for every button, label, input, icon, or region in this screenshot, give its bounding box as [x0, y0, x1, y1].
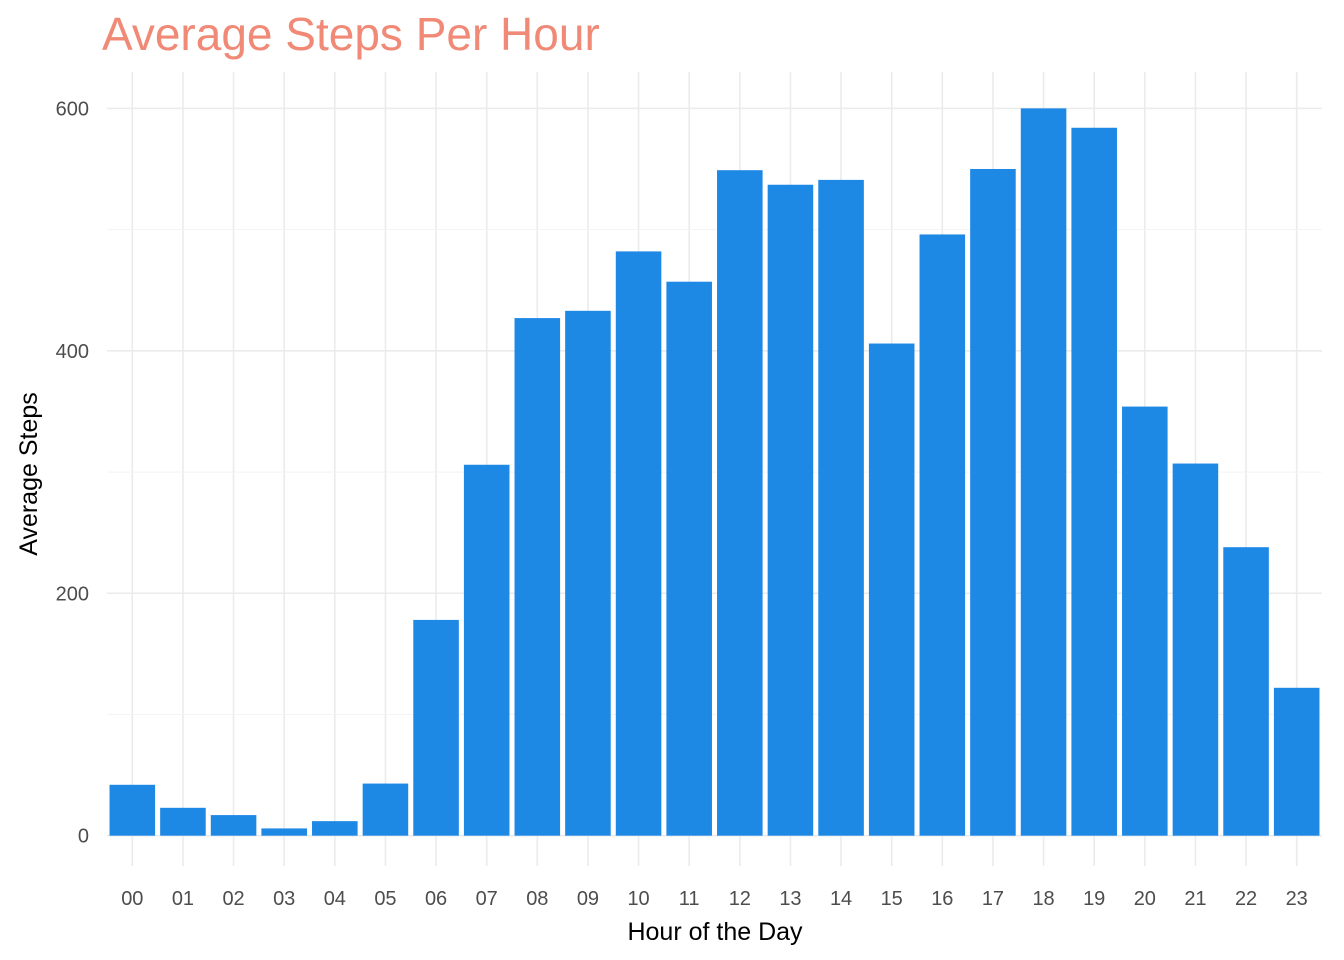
- x-tick-label: 19: [1083, 888, 1105, 910]
- bar-16: [919, 234, 966, 836]
- bars: [109, 108, 1320, 836]
- x-tick-label: 12: [729, 888, 751, 910]
- bar-23: [1273, 687, 1320, 836]
- x-axis-ticks: 00 01 02 03 04 05 06 07 08 09 10 11 12 13 14 15 16 17 18 19…: [121, 888, 1308, 910]
- x-tick-label: 09: [577, 888, 599, 910]
- x-tick-label: 20: [1134, 888, 1156, 910]
- bar-11: [666, 281, 712, 836]
- chart-title: Average Steps Per Hour: [102, 8, 600, 60]
- bar-17: [970, 168, 1016, 836]
- bar-20: [1122, 406, 1168, 836]
- y-axis-title: Average Steps: [15, 392, 43, 556]
- x-tick-label: 02: [222, 888, 244, 910]
- y-tick-label: 0: [78, 826, 89, 848]
- bar-07: [463, 464, 510, 836]
- x-tick-label: 21: [1184, 888, 1206, 910]
- y-tick-label: 400: [56, 341, 89, 363]
- x-tick-label: 06: [425, 888, 447, 910]
- bar-10: [615, 251, 662, 836]
- bar-22: [1223, 547, 1269, 836]
- x-tick-label: 03: [273, 888, 295, 910]
- x-tick-label: 11: [679, 888, 700, 910]
- x-tick-label: 07: [476, 888, 498, 910]
- x-axis-title: Hour of the Day: [627, 918, 803, 946]
- bar-14: [818, 179, 864, 836]
- bar-03: [261, 828, 307, 836]
- y-tick-label: 200: [56, 583, 89, 605]
- x-tick-label: 18: [1032, 888, 1054, 910]
- x-tick-label: 23: [1286, 888, 1308, 910]
- y-tick-label: 600: [56, 98, 89, 120]
- x-tick-label: 01: [172, 888, 194, 910]
- x-tick-label: 22: [1235, 888, 1257, 910]
- x-tick-label: 16: [931, 888, 953, 910]
- bar-19: [1071, 127, 1117, 836]
- bar-05: [362, 783, 409, 836]
- bar-01: [160, 807, 206, 836]
- x-tick-label: 08: [526, 888, 548, 910]
- bar-08: [514, 318, 561, 836]
- x-tick-label: 15: [881, 888, 903, 910]
- bar-13: [767, 184, 814, 836]
- x-tick-label: 10: [627, 888, 649, 910]
- bar-09: [565, 310, 611, 836]
- bar-18: [1020, 108, 1067, 836]
- x-tick-label: 13: [779, 888, 801, 910]
- bar-02: [210, 815, 257, 836]
- x-tick-label: 17: [982, 888, 1004, 910]
- x-tick-label: 05: [374, 888, 396, 910]
- bar-00: [109, 784, 156, 836]
- x-tick-label: 14: [830, 888, 852, 910]
- bar-12: [717, 170, 763, 836]
- bar-21: [1172, 463, 1219, 836]
- y-axis-ticks: 0 200 400 600: [56, 98, 89, 847]
- bar-04: [312, 821, 358, 836]
- bar-06: [413, 619, 459, 836]
- x-tick-label: 00: [121, 888, 143, 910]
- x-tick-label: 04: [324, 888, 346, 910]
- bar-15: [868, 343, 915, 836]
